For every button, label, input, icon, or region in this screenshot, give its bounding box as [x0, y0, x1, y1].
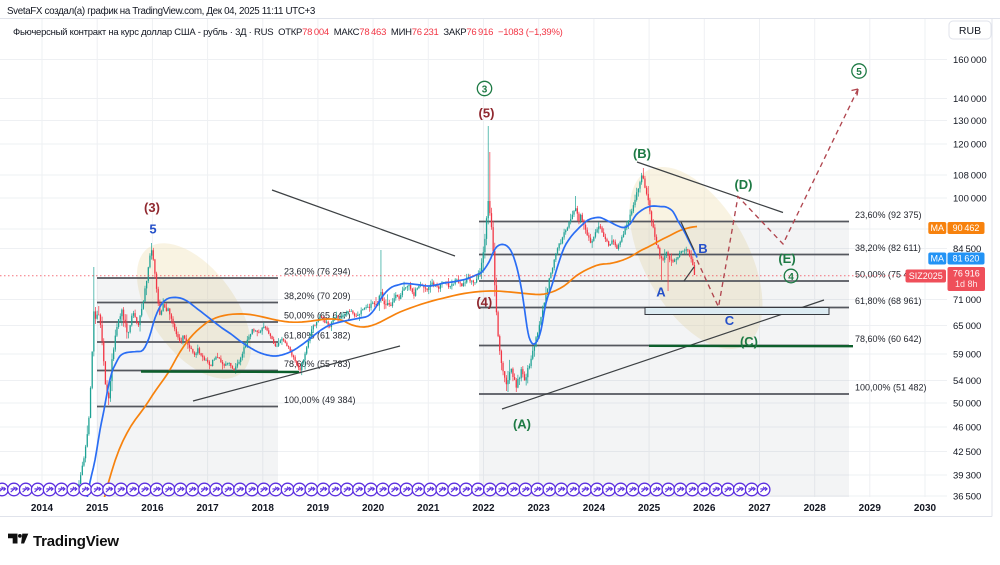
svg-text:36 500: 36 500: [953, 492, 981, 503]
svg-text:1d 8h: 1d 8h: [955, 279, 978, 289]
svg-text:90 462: 90 462: [953, 223, 980, 233]
svg-text:(A): (A): [513, 417, 531, 432]
svg-text:50,00% (65 647): 50,00% (65 647): [284, 311, 351, 321]
svg-text:2024: 2024: [583, 503, 606, 514]
svg-text:2015: 2015: [86, 503, 109, 514]
svg-text:23,60% (76 294): 23,60% (76 294): [284, 267, 351, 277]
svg-text:A: A: [656, 285, 666, 300]
svg-text:2028: 2028: [804, 503, 827, 514]
svg-text:71 000: 71 000: [953, 295, 981, 306]
svg-text:81 620: 81 620: [953, 254, 980, 264]
svg-text:2029: 2029: [859, 503, 882, 514]
svg-text:39 300: 39 300: [953, 471, 981, 482]
svg-text:50 000: 50 000: [953, 399, 981, 410]
svg-text:78,60% (60 642): 78,60% (60 642): [855, 334, 922, 344]
svg-text:MA: MA: [931, 254, 945, 264]
svg-text:100 000: 100 000: [953, 194, 987, 205]
svg-text:2014: 2014: [31, 503, 54, 514]
svg-text:(D): (D): [734, 177, 752, 192]
svg-text:3: 3: [482, 85, 488, 96]
svg-text:5: 5: [856, 67, 862, 78]
svg-text:2017: 2017: [196, 503, 219, 514]
svg-text:54 000: 54 000: [953, 376, 981, 387]
svg-text:(B): (B): [633, 146, 651, 161]
svg-text:76 916: 76 916: [953, 269, 980, 279]
svg-text:2026: 2026: [693, 503, 716, 514]
svg-text:2027: 2027: [748, 503, 771, 514]
svg-text:160 000: 160 000: [953, 55, 987, 66]
svg-text:(4): (4): [476, 295, 492, 310]
svg-text:120 000: 120 000: [953, 140, 987, 151]
svg-text:23,60% (92 375): 23,60% (92 375): [855, 210, 922, 220]
svg-text:B: B: [698, 241, 707, 256]
svg-text:100,00% (49 384): 100,00% (49 384): [284, 395, 356, 405]
svg-text:2018: 2018: [252, 503, 275, 514]
svg-text:(C): (C): [740, 334, 758, 349]
svg-text:5: 5: [149, 222, 156, 237]
svg-text:2023: 2023: [528, 503, 551, 514]
svg-text:SIZ2025: SIZ2025: [909, 271, 943, 281]
svg-text:61,80% (68 961): 61,80% (68 961): [855, 296, 922, 306]
svg-text:TradingView: TradingView: [33, 533, 119, 550]
svg-text:RUB: RUB: [959, 25, 981, 37]
svg-text:38,20% (70 209): 38,20% (70 209): [284, 291, 351, 301]
svg-text:65 000: 65 000: [953, 321, 981, 332]
svg-text:46 000: 46 000: [953, 423, 981, 434]
svg-text:59 000: 59 000: [953, 350, 981, 361]
svg-text:108 000: 108 000: [953, 171, 987, 182]
svg-text:2016: 2016: [141, 503, 164, 514]
svg-text:C: C: [725, 313, 735, 328]
svg-text:(3): (3): [144, 200, 160, 215]
svg-text:(5): (5): [479, 106, 495, 121]
svg-text:38,20% (82 611): 38,20% (82 611): [855, 243, 921, 253]
svg-text:2019: 2019: [307, 503, 330, 514]
svg-text:(E): (E): [778, 251, 795, 266]
svg-text:42 500: 42 500: [953, 447, 981, 458]
svg-text:100,00% (51 482): 100,00% (51 482): [855, 383, 927, 393]
svg-text:MA: MA: [931, 223, 945, 233]
svg-text:2022: 2022: [472, 503, 495, 514]
svg-text:2030: 2030: [914, 503, 937, 514]
svg-text:130 000: 130 000: [953, 116, 987, 127]
svg-text:140 000: 140 000: [953, 94, 987, 105]
svg-text:4: 4: [788, 272, 794, 283]
svg-text:2020: 2020: [362, 503, 385, 514]
svg-text:2021: 2021: [417, 503, 440, 514]
svg-text:2025: 2025: [638, 503, 661, 514]
